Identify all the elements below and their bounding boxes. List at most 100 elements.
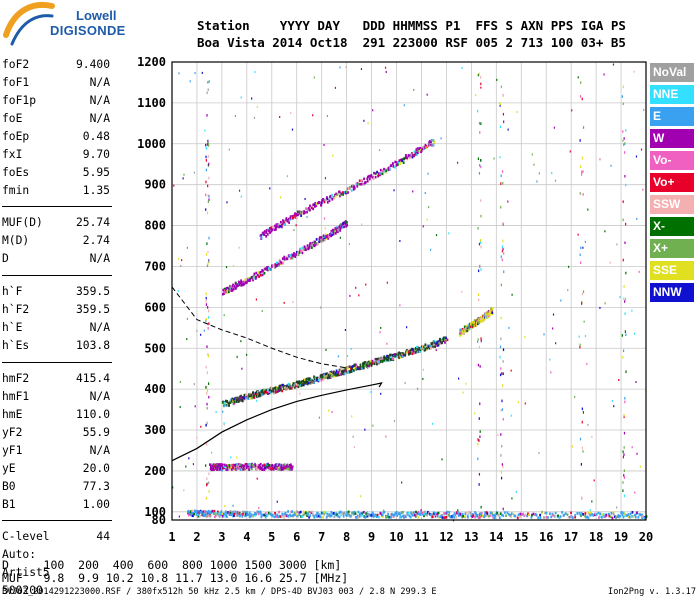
echo-point bbox=[333, 196, 336, 200]
echo-point bbox=[547, 516, 549, 519]
echo-point bbox=[291, 465, 294, 469]
echo-point bbox=[225, 399, 227, 403]
echo-point bbox=[604, 230, 606, 233]
echo-point bbox=[255, 275, 258, 279]
echo-point bbox=[440, 339, 443, 343]
echo-point bbox=[398, 355, 401, 359]
echo-point bbox=[341, 224, 343, 227]
echo-point bbox=[501, 222, 504, 226]
echo-point bbox=[245, 395, 248, 398]
echo-point bbox=[250, 465, 253, 469]
echo-point bbox=[196, 329, 198, 332]
echo-point bbox=[206, 402, 208, 406]
echo-point bbox=[225, 466, 228, 470]
echo-point bbox=[178, 515, 181, 518]
echo-point bbox=[207, 144, 210, 147]
echo-point bbox=[346, 511, 348, 514]
echo-point bbox=[293, 213, 296, 217]
echo-point bbox=[581, 173, 583, 176]
echo-point bbox=[386, 168, 389, 171]
echo-point bbox=[330, 196, 333, 200]
echo-point bbox=[224, 510, 227, 514]
echo-point bbox=[314, 201, 317, 205]
echo-point bbox=[323, 510, 326, 514]
echo-point bbox=[324, 233, 327, 237]
y-tick-label: 300 bbox=[144, 423, 166, 437]
echo-point bbox=[624, 330, 626, 333]
echo-point bbox=[477, 457, 479, 461]
echo-point bbox=[634, 513, 636, 517]
echo-point bbox=[318, 416, 321, 419]
echo-point bbox=[263, 388, 265, 392]
echo-point bbox=[186, 317, 189, 320]
echo-point bbox=[499, 512, 502, 515]
param-row-yf2: yF2 55.9 bbox=[2, 426, 110, 444]
param-row-b1: B1 1.00 bbox=[2, 498, 110, 516]
echo-point bbox=[283, 517, 285, 520]
echo-point bbox=[226, 400, 229, 403]
echo-point bbox=[549, 358, 551, 361]
echo-point bbox=[413, 350, 415, 353]
echo-point bbox=[262, 513, 265, 517]
echo-point bbox=[238, 463, 241, 467]
echo-point bbox=[427, 172, 429, 175]
echo-point bbox=[550, 371, 552, 374]
echo-point bbox=[502, 384, 504, 387]
echo-point bbox=[325, 516, 328, 519]
echo-point bbox=[315, 202, 318, 206]
echo-point bbox=[269, 388, 272, 392]
echo-point bbox=[297, 250, 300, 254]
echo-point bbox=[486, 512, 489, 515]
echo-point bbox=[380, 392, 382, 395]
echo-point bbox=[244, 466, 247, 470]
echo-point bbox=[579, 343, 581, 347]
echo-point bbox=[200, 511, 203, 514]
echo-point bbox=[314, 513, 317, 517]
echo-point bbox=[219, 465, 222, 469]
echo-point bbox=[376, 170, 379, 174]
echo-point bbox=[288, 221, 291, 224]
echo-point bbox=[423, 512, 426, 516]
echo-point bbox=[480, 158, 482, 162]
legend-item-noval: NoVal bbox=[650, 63, 694, 82]
echo-point bbox=[278, 259, 281, 262]
echo-point bbox=[358, 512, 361, 516]
echo-point bbox=[276, 463, 279, 466]
echo-point bbox=[344, 366, 347, 370]
echo-point bbox=[301, 249, 304, 252]
param-row-hf2: h`F2 359.5 bbox=[2, 303, 110, 321]
echo-point bbox=[500, 205, 502, 209]
echo-point bbox=[244, 281, 247, 284]
echo-point bbox=[196, 509, 199, 513]
echo-point bbox=[228, 148, 230, 151]
muf-table-distance-row: D 100 200 400 600 800 1000 1500 3000 [km… bbox=[2, 558, 342, 572]
echo-point bbox=[394, 165, 396, 169]
echo-point bbox=[246, 513, 249, 517]
param-row-hes: h`Es 103.8 bbox=[2, 339, 110, 357]
echo-point bbox=[347, 510, 350, 514]
echo-point bbox=[287, 382, 290, 386]
echo-point bbox=[244, 514, 247, 518]
echo-point bbox=[173, 184, 175, 187]
echo-point bbox=[306, 246, 309, 250]
echo-point bbox=[199, 514, 201, 518]
echo-point bbox=[208, 490, 210, 493]
echo-point bbox=[259, 511, 262, 515]
echo-point bbox=[362, 364, 365, 368]
echo-point bbox=[238, 395, 241, 399]
echo-point bbox=[206, 421, 208, 425]
echo-point bbox=[399, 354, 401, 357]
echo-point bbox=[178, 72, 180, 75]
echo-point bbox=[312, 203, 315, 207]
echo-point bbox=[442, 339, 445, 342]
echo-point bbox=[464, 515, 466, 518]
echo-point bbox=[609, 261, 611, 264]
echo-point bbox=[260, 464, 263, 467]
echo-point bbox=[224, 403, 227, 407]
echo-point bbox=[259, 234, 261, 237]
echo-point bbox=[587, 511, 590, 514]
echo-point bbox=[360, 68, 363, 71]
echo-point bbox=[419, 350, 421, 353]
x-tick-label: 11 bbox=[414, 530, 428, 544]
echo-point bbox=[350, 347, 352, 350]
